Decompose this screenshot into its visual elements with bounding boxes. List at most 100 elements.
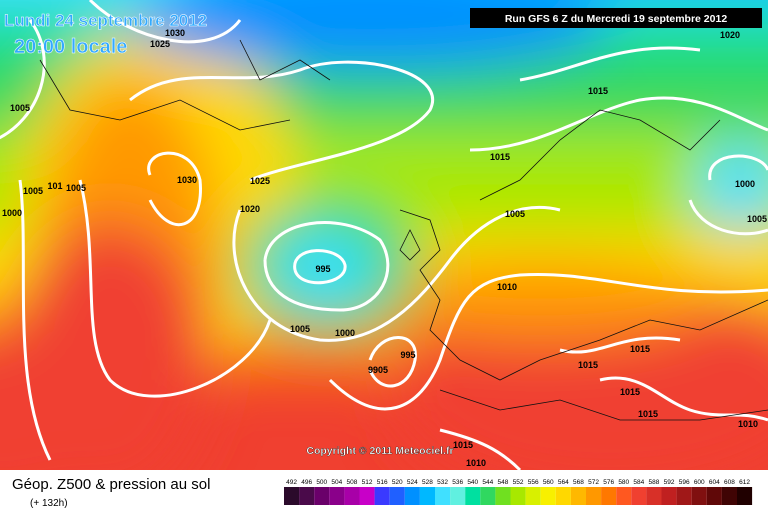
isobar-label: 1020 <box>240 204 260 214</box>
scale-label: 584 <box>633 479 644 486</box>
legend-title: Géop. Z500 & pression au sol <box>12 476 210 493</box>
isobar-label: 1020 <box>720 30 740 40</box>
scale-label: 596 <box>679 479 690 486</box>
legend: Géop. Z500 & pression au sol (+ 132h) 49… <box>12 476 753 509</box>
isobar-label: 1025 <box>150 39 170 49</box>
isobar-label: 1025 <box>250 176 270 186</box>
scale-label: 588 <box>649 479 660 486</box>
coastlines <box>39 39 768 421</box>
isobar-label: 1000 <box>735 179 755 189</box>
isobar-label: 1015 <box>630 344 650 354</box>
scale-label: 500 <box>316 479 327 486</box>
color-swatch <box>601 487 617 505</box>
isobar-label: 1015 <box>578 360 598 370</box>
color-swatch <box>284 487 300 505</box>
isobar-label: 1030 <box>165 28 185 38</box>
scale-label: 580 <box>618 479 629 486</box>
run-box <box>470 8 762 28</box>
color-swatch <box>737 487 753 505</box>
color-swatch <box>721 487 737 505</box>
isobar-label: 1005 <box>10 103 30 113</box>
color-swatch <box>344 487 360 505</box>
color-swatch <box>646 487 662 505</box>
color-swatch <box>374 487 390 505</box>
isobar-label: 1015 <box>620 387 640 397</box>
isobar-label: 1010 <box>738 419 758 429</box>
color-swatch <box>329 487 345 505</box>
isobar-label: 995 <box>400 350 415 360</box>
isobar-label: 9905 <box>368 365 388 375</box>
scale-label: 608 <box>724 479 735 486</box>
scale-label: 548 <box>498 479 509 486</box>
scale-label: 504 <box>331 479 342 486</box>
color-swatch <box>404 487 420 505</box>
color-swatch <box>706 487 722 505</box>
scale-label: 516 <box>377 479 388 486</box>
isobars <box>0 0 768 470</box>
color-swatch <box>314 487 330 505</box>
color-swatch <box>540 487 556 505</box>
scale-label: 520 <box>392 479 403 486</box>
color-swatch <box>555 487 571 505</box>
scale-label: 544 <box>482 479 493 486</box>
scale-label: 492 <box>286 479 297 486</box>
scale-label: 560 <box>543 479 554 486</box>
scale-label: 564 <box>558 479 569 486</box>
color-swatch <box>631 487 647 505</box>
isobar-label: 1000 <box>2 208 22 218</box>
run-info: Run GFS 6 Z du Mercredi 19 septembre 201… <box>505 13 727 25</box>
isobar-label: 1005 <box>747 214 767 224</box>
isobar-label: 1015 <box>638 409 658 419</box>
color-swatch <box>299 487 315 505</box>
scale-label: 568 <box>573 479 584 486</box>
color-swatch <box>450 487 466 505</box>
scale-label: 532 <box>437 479 448 486</box>
scale-label: 524 <box>407 479 418 486</box>
isobar-label: 1005 <box>66 183 86 193</box>
time: 20:00 locale <box>14 36 127 58</box>
isobar-label: 1000 <box>335 328 355 338</box>
isobar-label: 1015 <box>490 152 510 162</box>
scale-label: 604 <box>709 479 720 486</box>
color-swatch <box>570 487 586 505</box>
color-swatch <box>495 487 511 505</box>
field <box>0 0 768 470</box>
isobar-label: 995 <box>315 264 330 274</box>
color-swatch <box>676 487 692 505</box>
scale-label: 536 <box>452 479 463 486</box>
color-swatch <box>435 487 451 505</box>
isobar-label: 1005 <box>505 209 525 219</box>
scale-label: 552 <box>513 479 524 486</box>
isobar-label: 1015 <box>588 86 608 96</box>
scale-label: 508 <box>347 479 358 486</box>
color-swatch <box>616 487 632 505</box>
scale-label: 540 <box>467 479 478 486</box>
isobar-label: 1005 <box>23 186 43 196</box>
scale-label: 592 <box>664 479 675 486</box>
scale-label: 496 <box>301 479 312 486</box>
scale-label: 512 <box>362 479 373 486</box>
date: Lundi 24 septembre 2012 <box>4 11 207 30</box>
color-swatch <box>359 487 375 505</box>
color-swatch <box>510 487 526 505</box>
isobar-label: 1030 <box>177 175 197 185</box>
color-swatch <box>480 487 496 505</box>
color-swatch <box>525 487 541 505</box>
scale-label: 600 <box>694 479 705 486</box>
color-swatch <box>661 487 677 505</box>
color-swatch <box>389 487 405 505</box>
isobar-label: 1005 <box>290 324 310 334</box>
isobar-label: 101 <box>47 181 62 191</box>
color-swatch <box>586 487 602 505</box>
isobar-label: 1015 <box>453 440 473 450</box>
copyright: Copyright © 2011 Meteociel.fr <box>306 445 453 457</box>
color-swatch <box>419 487 435 505</box>
isobar-label: 1010 <box>466 458 486 468</box>
scale-label: 572 <box>588 479 599 486</box>
color-swatch <box>691 487 707 505</box>
scale-label: 612 <box>739 479 750 486</box>
scale-label: 576 <box>603 479 614 486</box>
